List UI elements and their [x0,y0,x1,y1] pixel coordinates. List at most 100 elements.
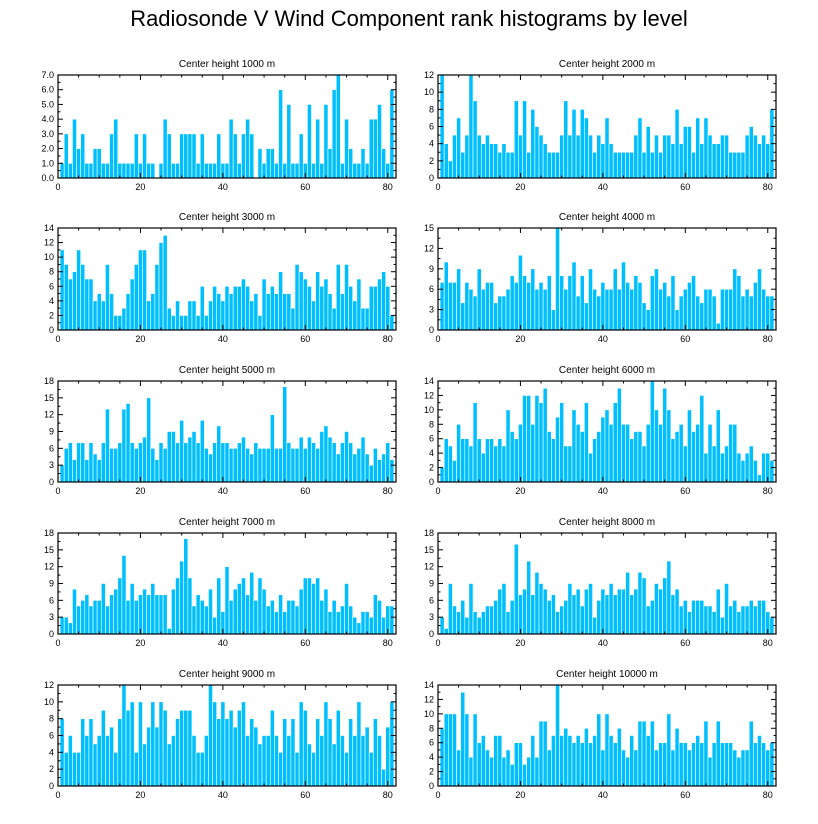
histogram-bar [249,133,255,179]
x-tick-label: 20 [515,638,525,648]
histogram-bar [748,600,754,635]
histogram-bar [187,300,193,331]
histogram-bar [212,285,217,331]
histogram-bar [311,162,316,179]
histogram-bar [551,151,556,179]
histogram-bar [274,735,279,787]
histogram-bar [84,735,90,787]
histogram-bar [534,756,540,787]
x-tick-label: 60 [300,486,310,496]
histogram-bar [109,133,114,179]
histogram-bar [232,285,238,331]
histogram-bar [534,395,540,483]
histogram-bar [769,742,775,787]
histogram-bar [385,285,391,331]
histogram-bar [443,143,449,179]
histogram-bar [522,588,527,635]
histogram-bar [245,285,250,331]
histogram-bar [142,436,147,483]
histogram-bar [542,588,548,635]
histogram-bar [166,431,172,483]
histogram-bar [744,452,750,483]
histogram-bar [302,577,308,635]
histogram-bar [761,600,766,635]
histogram-bar [497,438,503,483]
histogram-bar [720,288,725,331]
histogram-bar [113,588,119,635]
x-tick-label: 20 [135,334,145,344]
histogram-bar [368,464,374,483]
histogram-bar [253,600,259,635]
x-tick-label: 80 [383,334,393,344]
histogram-bar [464,438,470,483]
histogram-bar [641,720,647,787]
x-tick-label: 80 [763,182,773,192]
y-tick-label: 8 [49,267,54,277]
y-tick-label: 6.0 [41,85,54,95]
histogram-bar [76,249,81,331]
histogram-bar [687,126,692,179]
histogram-bar [96,293,102,331]
histogram-bar [187,577,193,635]
histogram-bar [703,605,709,635]
histogram-bar [232,726,238,787]
histogram-bar [616,588,622,635]
histogram-bar [245,735,250,787]
histogram-bar [191,431,197,483]
histogram-bar [389,701,395,787]
histogram-bar [105,162,110,179]
histogram-bar [447,583,453,635]
histogram-bar [187,436,193,483]
histogram-bar [335,453,341,483]
histogram-bar [464,616,470,635]
histogram-bar [113,315,119,331]
histogram-bar [228,600,234,635]
histogram-bar [158,442,164,483]
y-tick-label: 0 [49,629,54,639]
histogram-bar [567,275,573,331]
histogram-bar [629,151,635,179]
histogram-bar [282,611,288,635]
histogram-bar [699,143,705,179]
histogram-bar [133,133,139,179]
histogram-bar [241,577,246,635]
histogram-bar [274,293,279,331]
histogram-bar [555,611,560,635]
histogram-bar [183,538,189,635]
histogram-bar [584,117,589,179]
histogram-bar [604,409,610,483]
histogram-bar [166,628,172,635]
histogram-bar [158,242,164,331]
histogram-bar [513,742,519,787]
histogram-bar [522,100,527,179]
histogram-bar [695,735,701,787]
histogram-bar [63,448,69,483]
histogram-bar [633,134,639,179]
x-tick-label: 20 [135,790,145,800]
histogram-bar [658,288,663,331]
x-tick-label: 20 [515,790,525,800]
y-tick-label: 12 [44,562,54,572]
histogram-bar [736,611,742,635]
histogram-bar [518,134,523,179]
histogram-bar [154,459,160,483]
histogram-bar [559,134,565,179]
histogram-bar [146,726,152,787]
histogram-bar [476,134,482,179]
histogram-bar [592,735,597,787]
histogram-bar [505,749,511,787]
y-tick-label: 0 [429,781,434,791]
histogram-bar [315,718,321,787]
histogram-bar [485,749,490,787]
histogram-bar [195,752,201,787]
histogram-bar [142,133,147,179]
histogram-bar [732,749,738,787]
histogram-bar [485,438,490,483]
histogram-bar [732,268,738,331]
histogram-bar [629,438,635,483]
histogram-bar [158,701,164,787]
histogram-bar [513,100,519,179]
histogram-bar [666,134,672,179]
histogram-bar [109,293,114,331]
histogram-bar [740,749,746,787]
